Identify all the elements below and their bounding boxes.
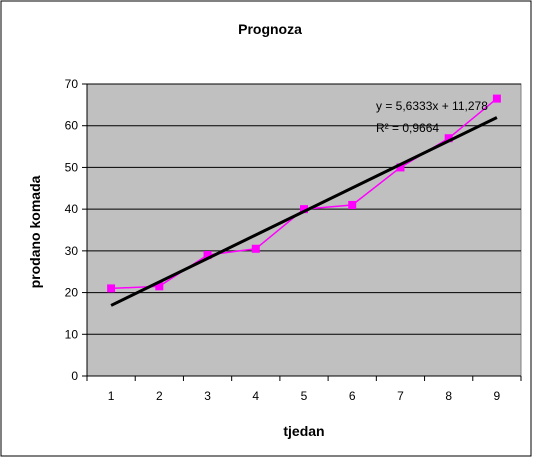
- gridlines: [87, 83, 521, 335]
- plot-area: [86, 83, 522, 377]
- data-point: [155, 282, 164, 291]
- trendline-group: [110, 116, 498, 307]
- x-tick-label: 7: [397, 389, 404, 403]
- data-point: [348, 200, 357, 209]
- trendline-r2: R² = 0,9664: [376, 121, 439, 135]
- y-tick-label: 0: [71, 369, 78, 383]
- y-tick-labels: 0 10 20 30 40 50 60 70: [65, 77, 79, 383]
- data-point: [396, 163, 405, 172]
- x-tick-label: 4: [252, 389, 259, 403]
- y-tick-label: 10: [65, 327, 79, 341]
- axes: [82, 83, 522, 381]
- x-tick-label: 6: [349, 389, 356, 403]
- chart-title: Prognoza: [238, 21, 302, 37]
- x-tick-label: 2: [156, 389, 163, 403]
- trendline-equation: y = 5,6333x + 11,278: [376, 99, 488, 113]
- y-tick-label: 20: [65, 286, 79, 300]
- x-tick-label: 8: [445, 389, 452, 403]
- trendline: [110, 116, 498, 307]
- y-tick-label: 50: [65, 160, 79, 174]
- data-point: [300, 205, 308, 214]
- data-point: [492, 94, 501, 103]
- data-point: [251, 244, 260, 253]
- x-axis-label: tjedan: [283, 423, 324, 439]
- x-tick-label: 5: [301, 389, 308, 403]
- y-tick-label: 40: [65, 202, 79, 216]
- x-tick-labels: 1 2 3 4 5 6 7 8 9: [108, 389, 501, 403]
- x-tick-label: 3: [204, 389, 211, 403]
- y-tick-label: 70: [65, 77, 79, 91]
- data-point: [203, 251, 212, 260]
- y-tick-label: 60: [65, 119, 79, 133]
- x-tick-label: 1: [108, 389, 115, 403]
- y-axis-label: prodano komada: [27, 175, 43, 288]
- y-tick-label: 30: [65, 244, 79, 258]
- x-tick-label: 9: [494, 389, 501, 403]
- data-point: [444, 134, 453, 143]
- data-point: [107, 284, 116, 293]
